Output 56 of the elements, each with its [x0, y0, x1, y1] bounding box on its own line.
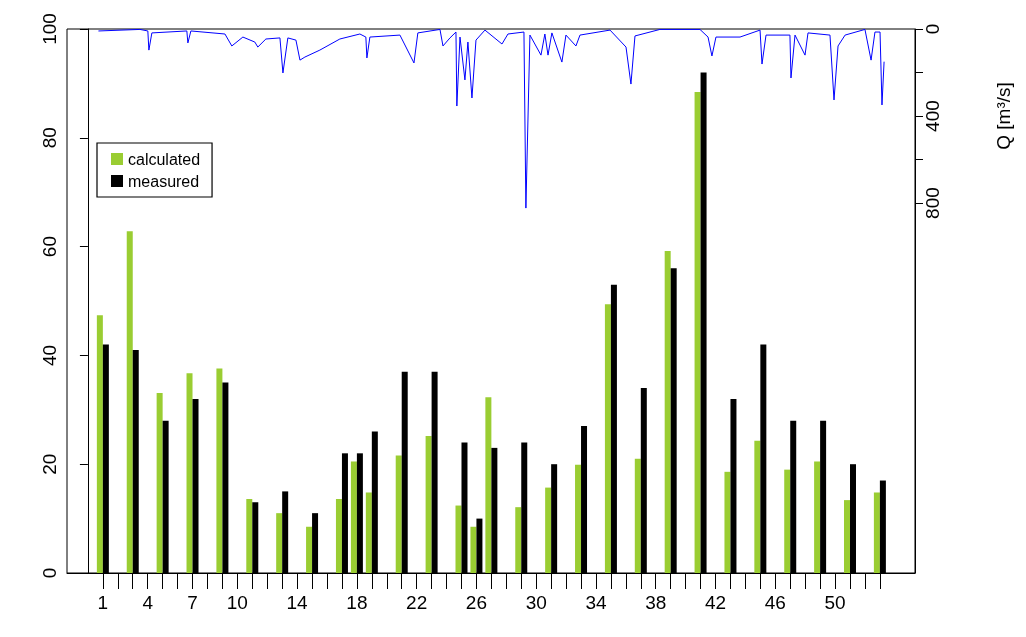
line-series	[98, 28, 885, 209]
bar	[545, 487, 552, 573]
bar	[126, 231, 133, 573]
bar	[365, 492, 372, 573]
bar	[575, 464, 582, 573]
x-tick-label: 10	[226, 592, 248, 613]
x-tick-label: 38	[645, 592, 667, 613]
y-tick-label: 100	[39, 13, 60, 45]
bar	[694, 92, 701, 573]
bar	[814, 461, 821, 573]
bar	[156, 392, 163, 573]
bar	[784, 469, 791, 573]
x-tick-label: 46	[764, 592, 786, 613]
x-tick-label: 18	[346, 592, 368, 613]
bar	[335, 499, 342, 573]
x-tick-label: 4	[142, 592, 154, 613]
bar	[515, 507, 522, 573]
bar	[395, 455, 402, 573]
x-tick-label: 42	[704, 592, 727, 613]
x-tick-label: 1	[97, 592, 109, 613]
bar	[425, 435, 432, 573]
x-tick-label: 22	[406, 592, 428, 613]
bar	[186, 373, 193, 573]
bar	[246, 499, 253, 573]
x-tick-label: 14	[286, 592, 309, 613]
x-tick-label: 7	[187, 592, 198, 613]
bar	[664, 250, 671, 573]
y-tick-label: 40	[39, 344, 60, 366]
y-tick-label: 80	[39, 127, 60, 149]
x-tick-label: 50	[824, 592, 846, 613]
bar	[455, 505, 462, 573]
y2-tick-label: 0	[922, 23, 943, 35]
x-tick-label: 34	[585, 592, 607, 613]
bar	[306, 526, 313, 573]
y-tick-label: 60	[39, 236, 60, 258]
bar	[604, 304, 611, 573]
bar	[634, 458, 641, 573]
y-tick-label: 0	[39, 567, 60, 579]
bar	[485, 397, 492, 573]
legend-label: calculated	[128, 150, 201, 168]
bar	[350, 461, 357, 573]
y2-tick-label: 800	[922, 187, 943, 219]
bar	[873, 492, 880, 573]
bar	[96, 315, 103, 573]
bar	[216, 368, 223, 573]
y2-tick-label: 400	[922, 100, 943, 132]
bar	[276, 513, 283, 573]
y2-axis-title: Q [m³/s]	[992, 82, 1014, 150]
y-tick-label: 20	[39, 453, 60, 475]
x-tick-label: 26	[465, 592, 487, 613]
legend-label: measured	[128, 172, 200, 190]
bar	[754, 440, 761, 573]
bar	[470, 526, 477, 573]
bar	[724, 471, 731, 573]
bar	[844, 500, 850, 573]
x-tick-label: 30	[525, 592, 547, 613]
